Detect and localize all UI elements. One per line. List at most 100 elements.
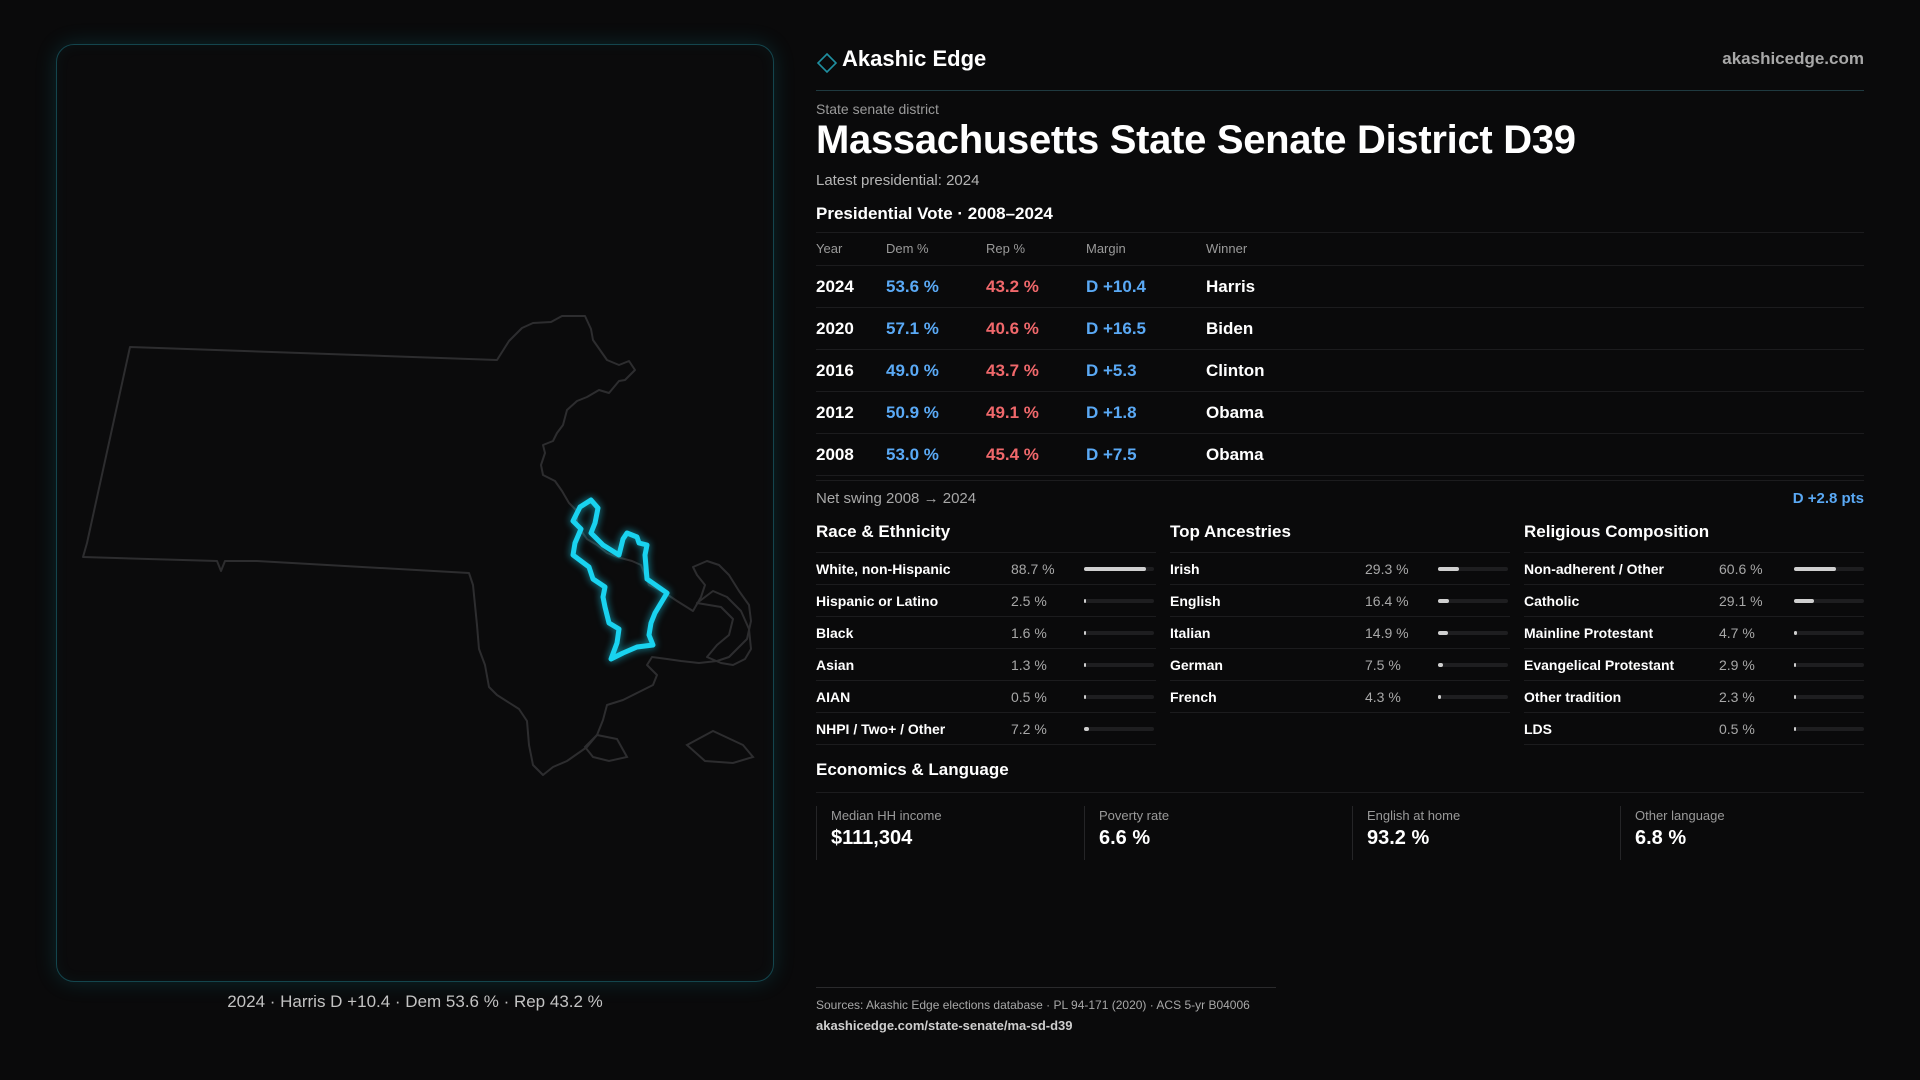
row-year: 2008 [816,445,854,464]
col-margin: Margin [1086,241,1126,256]
share-bar-fill [1084,695,1086,699]
list-item: LDS 0.5 % [1524,713,1864,745]
item-value: 16.4 % [1365,593,1409,609]
list-item: Non-adherent / Other 60.6 % [1524,553,1864,585]
presidential-section-title: Presidential Vote · 2008–2024 [816,204,1053,223]
table-row: 2012 50.9 % 49.1 % D +1.8 Obama [816,392,1864,434]
table-row: 2020 57.1 % 40.6 % D +16.5 Biden [816,308,1864,350]
item-label: Catholic [1524,593,1580,609]
district-map [82,315,755,776]
item-value: 29.3 % [1365,561,1409,577]
religion-list: Non-adherent / Other 60.6 % Catholic 29.1 %… [1524,553,1864,745]
stat-value: 93.2 % [1367,827,1430,849]
brand-name: Akashic Edge [842,46,987,71]
stat-label: English at home [1367,808,1461,823]
col-winner: Winner [1206,241,1248,256]
item-value: 88.7 % [1011,561,1055,577]
share-bar-fill [1438,663,1443,667]
share-bar-track [1084,631,1154,635]
item-value: 14.9 % [1365,625,1409,641]
share-bar-fill [1438,567,1459,571]
item-value: 2.9 % [1719,657,1755,673]
item-label: LDS [1524,721,1552,737]
list-item: Other tradition 2.3 % [1524,681,1864,713]
island-outline [583,733,629,763]
footer-url-link[interactable]: akashicedge.com/state-senate/ma-sd-d39 [816,1018,1073,1033]
footer: Sources: Akashic Edge elections database… [816,987,1276,1033]
item-label: Mainline Protestant [1524,625,1654,641]
district-map-panel[interactable] [56,44,774,982]
row-margin: D +10.4 [1086,277,1147,296]
share-bar-track [1794,695,1864,699]
brand-url-link[interactable]: akashicedge.com [1722,49,1864,68]
share-bar-fill [1794,599,1814,603]
cape-cod-outline [696,590,752,666]
share-bar-fill [1438,631,1448,635]
row-year: 2016 [816,361,854,380]
footer-sources: Sources: Akashic Edge elections database… [816,998,1250,1012]
item-label: German [1170,657,1223,673]
item-label: Non-adherent / Other [1524,561,1665,577]
list-item: Hispanic or Latino 2.5 % [816,585,1156,617]
share-bar-fill [1794,663,1796,667]
share-bar-track [1084,599,1154,603]
list-item: AIAN 0.5 % [816,681,1156,713]
share-bar-track [1084,695,1154,699]
row-year: 2020 [816,319,854,338]
row-winner: Obama [1206,403,1264,422]
row-dem: 50.9 % [886,403,939,422]
item-value: 2.3 % [1719,689,1755,705]
presidential-table-header: Year Dem % Rep % Margin Winner [816,232,1864,266]
row-dem: 57.1 % [886,319,939,338]
stat-label: Poverty rate [1099,808,1170,823]
share-bar-track [1084,663,1154,667]
page-title: Massachusetts State Senate District D39 [816,118,1576,162]
item-value: 7.2 % [1011,721,1047,737]
table-row: 2024 53.6 % 43.2 % D +10.4 Harris [816,266,1864,308]
list-item: Black 1.6 % [816,617,1156,649]
col-dem: Dem % [886,241,929,256]
share-bar-fill [1084,567,1146,571]
net-swing-label: Net swing 2008 → 2024 [816,490,977,507]
row-dem: 53.0 % [886,445,939,464]
share-bar-fill [1084,631,1086,635]
share-bar-track [1084,727,1154,731]
share-bar-fill [1794,695,1796,699]
district-outline [570,497,670,662]
item-value: 4.3 % [1365,689,1401,705]
economics-title: Economics & Language [816,760,1864,793]
share-bar-track [1794,663,1864,667]
list-item: NHPI / Two+ / Other 7.2 % [816,713,1156,745]
item-label: Asian [816,657,855,673]
religion-title: Religious Composition [1524,520,1864,553]
stat-english-at-home: English at home 93.2 % [1352,806,1602,860]
state-outline [82,315,752,776]
item-label: French [1170,689,1217,705]
row-winner: Harris [1206,277,1256,296]
share-bar-fill [1084,663,1086,667]
brand-header: Akashic Edge akashicedge.com [816,44,1864,91]
stat-label: Median HH income [831,808,942,823]
item-value: 60.6 % [1719,561,1763,577]
net-swing-value: D +2.8 pts [1792,490,1864,507]
island-outline-2 [685,729,755,765]
item-value: 29.1 % [1719,593,1763,609]
row-rep: 43.7 % [986,361,1039,380]
share-bar-track [1438,631,1508,635]
list-item: Irish 29.3 % [1170,553,1510,585]
item-label: Hispanic or Latino [816,593,939,609]
table-row: 2008 53.0 % 45.4 % D +7.5 Obama [816,434,1864,476]
row-margin: D +7.5 [1086,445,1137,464]
ancestries-list: Irish 29.3 % English 16.4 % Italian 14.9 % Ger… [1170,553,1510,713]
item-value: 2.5 % [1011,593,1047,609]
item-label: Italian [1170,625,1211,641]
list-item: English 16.4 % [1170,585,1510,617]
share-bar-track [1438,695,1508,699]
race-ethnicity-title: Race & Ethnicity [816,520,1156,553]
list-item: Catholic 29.1 % [1524,585,1864,617]
share-bar-track [1794,631,1864,635]
row-rep: 45.4 % [986,445,1039,464]
diamond-logo-icon [816,52,838,74]
item-label: White, non-Hispanic [816,561,951,577]
share-bar-track [1794,599,1864,603]
